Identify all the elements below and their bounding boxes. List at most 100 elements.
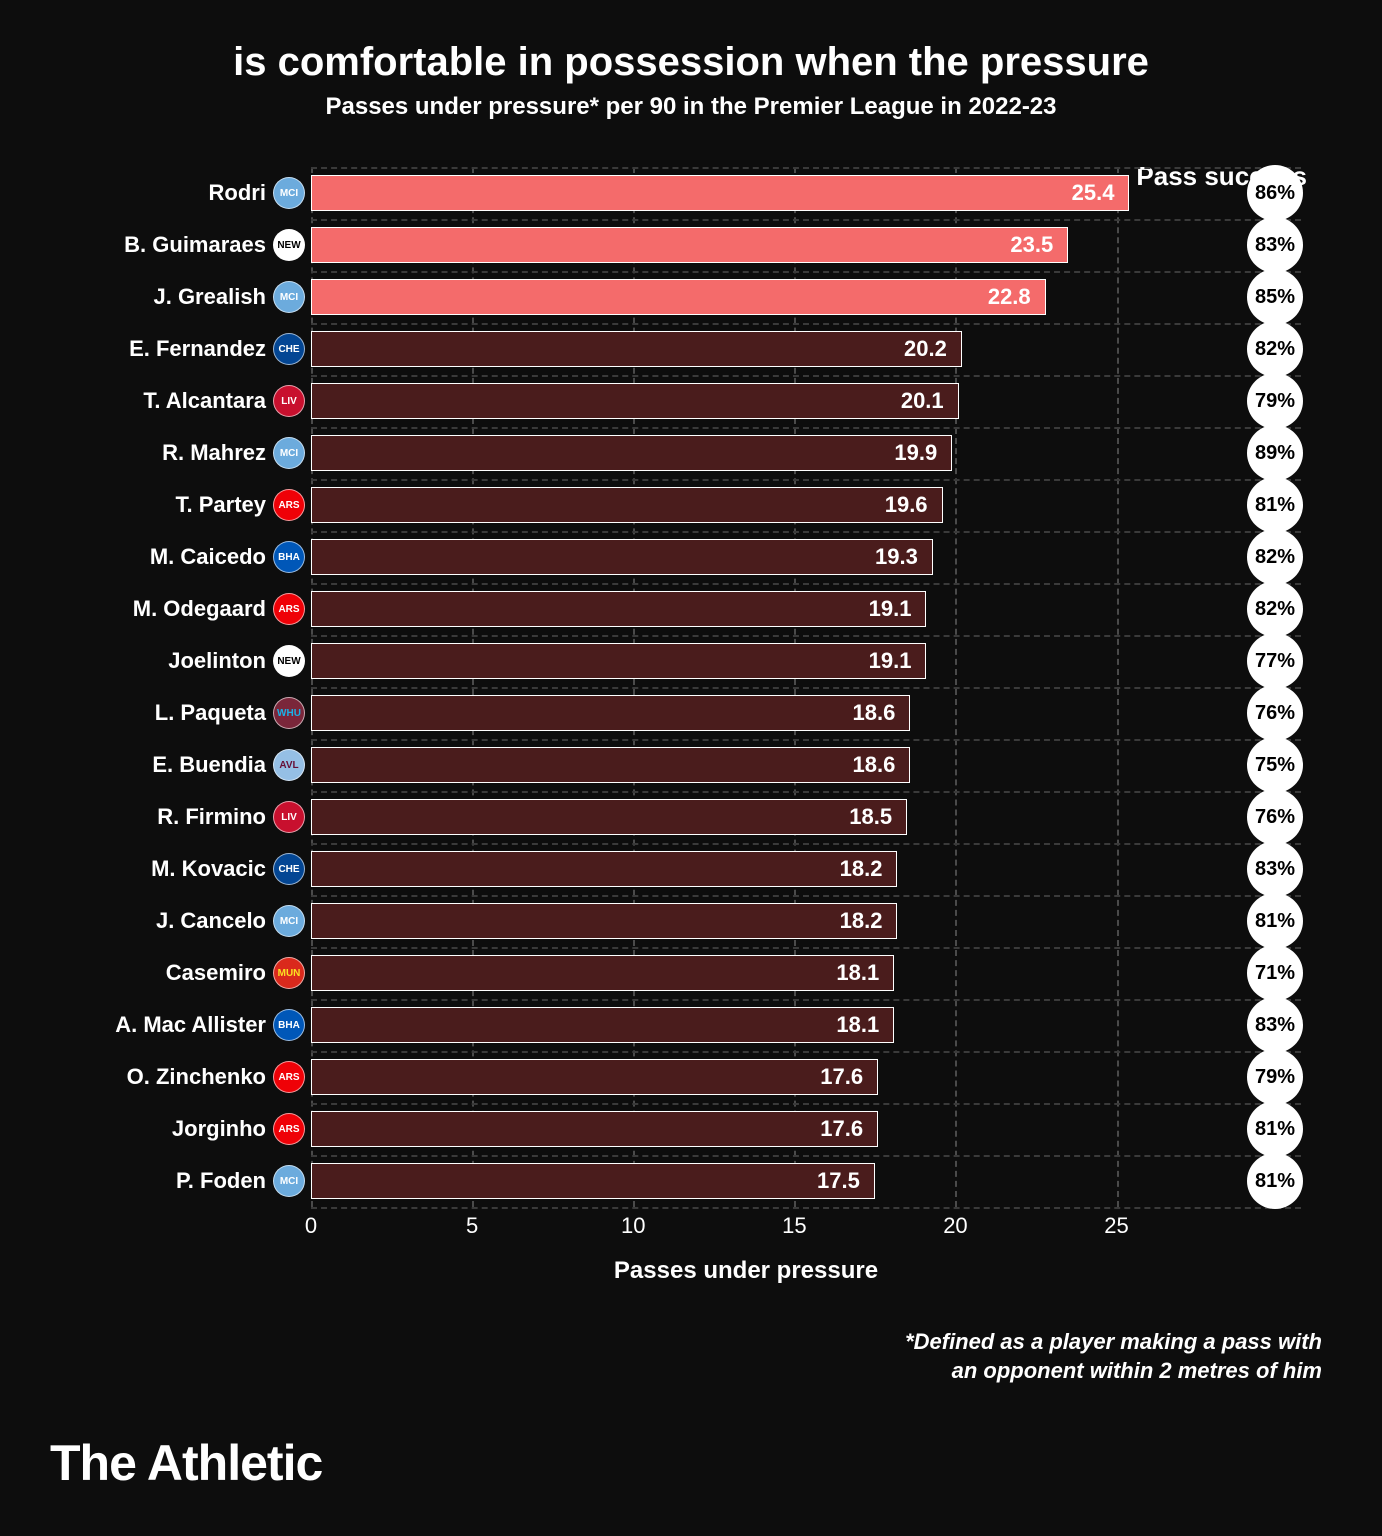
bar: 23.5 [311, 227, 1068, 263]
pass-success-value: 76% [1247, 685, 1303, 741]
pass-success-value: 82% [1247, 529, 1303, 585]
pass-success-value: 86% [1247, 165, 1303, 221]
club-badge-icon: MCI [273, 177, 305, 209]
player-name: T. Alcantara [71, 388, 266, 414]
pass-success-value: 79% [1247, 373, 1303, 429]
player-row: E. FernandezCHE20.282% [71, 323, 1311, 375]
bar-track: 19.3 [311, 539, 1181, 575]
player-row: T. AlcantaraLIV20.179% [71, 375, 1311, 427]
bar-track: 18.6 [311, 695, 1181, 731]
club-badge-icon: CHE [273, 333, 305, 365]
bar: 20.2 [311, 331, 962, 367]
player-name: M. Kovacic [71, 856, 266, 882]
bar: 17.6 [311, 1059, 878, 1095]
pass-success-value: 82% [1247, 581, 1303, 637]
x-axis: Passes under pressure 0510152025 [311, 1213, 1181, 1273]
pass-success-value: 71% [1247, 945, 1303, 1001]
bar-track: 17.5 [311, 1163, 1181, 1199]
bar: 18.5 [311, 799, 907, 835]
pass-success-value: 83% [1247, 997, 1303, 1053]
player-row: P. FodenMCI17.581% [71, 1155, 1311, 1207]
chart-container: Pass success RodriMCI25.486%B. Guimaraes… [71, 167, 1311, 1227]
pass-success-value: 81% [1247, 477, 1303, 533]
player-name: R. Mahrez [71, 440, 266, 466]
player-row: JorginhoARS17.681% [71, 1103, 1311, 1155]
bar-track: 22.8 [311, 279, 1181, 315]
chart-title: is comfortable in possession when the pr… [50, 40, 1332, 85]
bar: 20.1 [311, 383, 959, 419]
x-axis-label: Passes under pressure [311, 1257, 1181, 1285]
bar: 19.1 [311, 591, 926, 627]
club-badge-icon: NEW [273, 229, 305, 261]
chart-area: RodriMCI25.486%B. GuimaraesNEW23.583%J. … [71, 167, 1311, 1227]
player-name: Rodri [71, 180, 266, 206]
pass-success-value: 82% [1247, 321, 1303, 377]
x-tick: 0 [305, 1213, 317, 1239]
x-tick: 15 [782, 1213, 806, 1239]
bar: 18.1 [311, 955, 894, 991]
club-badge-icon: LIV [273, 801, 305, 833]
player-row: M. Caicedo BHA19.3 82% [71, 531, 1311, 583]
bar: 18.2 [311, 851, 897, 887]
bar-track: 18.2 [311, 903, 1181, 939]
player-row: M. OdegaardARS19.182% [71, 583, 1311, 635]
chart-subtitle: Passes under pressure* per 90 in the Pre… [50, 93, 1332, 121]
player-name: O. Zinchenko [71, 1064, 266, 1090]
pass-success-value: 83% [1247, 841, 1303, 897]
bar-track: 19.6 [311, 487, 1181, 523]
bar: 18.2 [311, 903, 897, 939]
pass-success-value: 85% [1247, 269, 1303, 325]
player-name: M. Caicedo [71, 544, 266, 570]
player-name: P. Foden [71, 1168, 266, 1194]
player-row: Rodri MCI25.4 86% [71, 167, 1311, 219]
bar-track: 18.1 [311, 1007, 1181, 1043]
player-row: M. Kovacic CHE18.2 83% [71, 843, 1311, 895]
bar-track: 18.6 [311, 747, 1181, 783]
bar-track: 25.4 [311, 175, 1181, 211]
bar: 18.6 [311, 695, 910, 731]
player-name: J. Grealish [71, 284, 266, 310]
player-row: T. Partey ARS19.6 81% [71, 479, 1311, 531]
x-tick: 20 [943, 1213, 967, 1239]
player-name: T. Partey [71, 492, 266, 518]
player-row: R. FirminoLIV18.576% [71, 791, 1311, 843]
bar: 17.6 [311, 1111, 878, 1147]
player-name: J. Cancelo [71, 908, 266, 934]
club-badge-icon: BHA [273, 1009, 305, 1041]
bar-track: 23.5 [311, 227, 1181, 263]
pass-success-value: 83% [1247, 217, 1303, 273]
club-badge-icon: WHU [273, 697, 305, 729]
player-row: JoelintonNEW19.177% [71, 635, 1311, 687]
bar: 17.5 [311, 1163, 875, 1199]
bar-track: 20.2 [311, 331, 1181, 367]
player-name: A. Mac Allister [71, 1012, 266, 1038]
club-badge-icon: AVL [273, 749, 305, 781]
bar: 18.1 [311, 1007, 894, 1043]
bar-track: 19.9 [311, 435, 1181, 471]
club-badge-icon: CHE [273, 853, 305, 885]
bar-track: 19.1 [311, 643, 1181, 679]
pass-success-value: 89% [1247, 425, 1303, 481]
player-row: E. BuendiaAVL18.675% [71, 739, 1311, 791]
footnote: *Defined as a player making a pass with … [905, 1327, 1322, 1386]
player-name: L. Paqueta [71, 700, 266, 726]
club-badge-icon: MCI [273, 437, 305, 469]
pass-success-value: 79% [1247, 1049, 1303, 1105]
bar: 25.4 [311, 175, 1129, 211]
player-row: B. Guimaraes NEW23.5 83% [71, 219, 1311, 271]
pass-success-value: 81% [1247, 893, 1303, 949]
club-badge-icon: MCI [273, 281, 305, 313]
club-badge-icon: NEW [273, 645, 305, 677]
club-badge-icon: ARS [273, 489, 305, 521]
club-badge-icon: ARS [273, 593, 305, 625]
bar-track: 17.6 [311, 1059, 1181, 1095]
player-row: J. Grealish MCI22.8 85% [71, 271, 1311, 323]
club-badge-icon: BHA [273, 541, 305, 573]
club-badge-icon: ARS [273, 1061, 305, 1093]
bar-track: 19.1 [311, 591, 1181, 627]
club-badge-icon: MCI [273, 905, 305, 937]
player-name: B. Guimaraes [71, 232, 266, 258]
x-tick: 5 [466, 1213, 478, 1239]
bar: 22.8 [311, 279, 1046, 315]
player-name: R. Firmino [71, 804, 266, 830]
